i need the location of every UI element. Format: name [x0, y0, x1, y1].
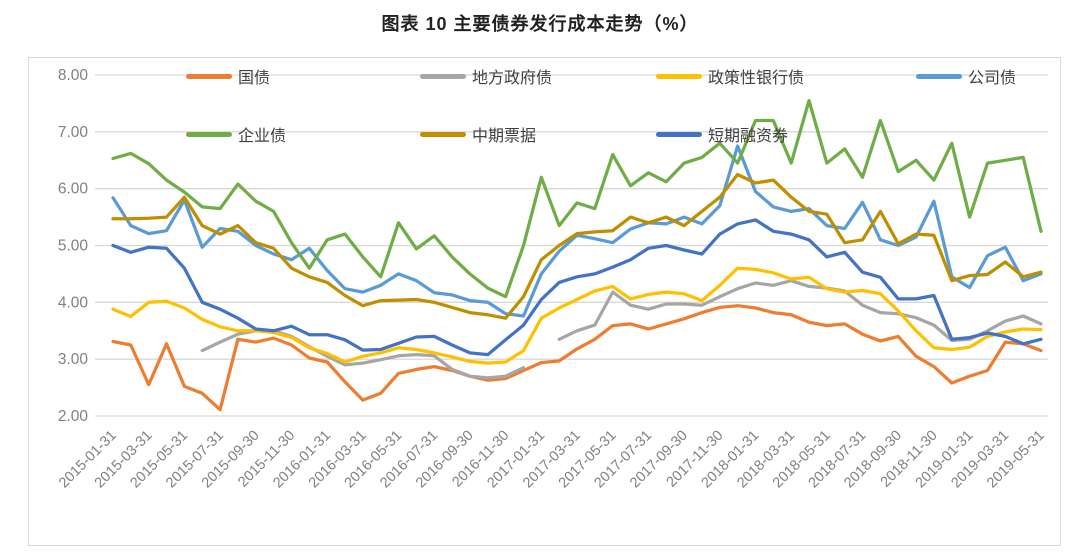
y-axis-tick-label: 5.00 [58, 238, 89, 255]
legend-swatch-treasury-bond [186, 73, 232, 79]
y-axis-tick-label: 6.00 [58, 181, 89, 198]
y-axis-tick-label: 2.00 [58, 408, 89, 425]
series-line-corporate-bond [111, 144, 1043, 318]
legend-item-treasury-bond: 国债 [186, 66, 271, 87]
series-line-enterprise-bond [111, 98, 1043, 299]
legend-swatch-medium-term-note [420, 131, 466, 137]
legend-label: 中期票据 [472, 128, 537, 145]
legend-swatch-local-government-bond [420, 73, 466, 79]
y-axis-tick-label: 7.00 [58, 124, 89, 141]
chart-title: 图表 10 主要债券发行成本走势（%） [381, 14, 699, 34]
legend-item-corporate-bond: 公司债 [916, 66, 1017, 87]
legend-item-short-term-financing-bill: 短期融资券 [656, 124, 789, 145]
legend-label: 公司债 [968, 70, 1017, 87]
legend-item-medium-term-note: 中期票据 [420, 124, 537, 145]
series-line-local-government-bond [557, 279, 1043, 343]
legend-swatch-corporate-bond [916, 73, 962, 79]
series-line-treasury-bond [111, 304, 1043, 412]
legend-swatch-policy-bank-bond [656, 73, 702, 79]
legend-label: 企业债 [238, 128, 287, 145]
legend-swatch-enterprise-bond [186, 131, 232, 137]
y-axis-tick-label: 4.00 [58, 294, 89, 311]
legend-label: 政策性银行债 [708, 70, 805, 87]
series-line-medium-term-note [111, 172, 1043, 320]
legend-label: 短期融资券 [708, 128, 789, 145]
legend-item-policy-bank-bond: 政策性银行债 [656, 66, 805, 87]
legend-swatch-short-term-financing-bill [656, 131, 702, 137]
y-axis-tick-label: 3.00 [58, 351, 89, 368]
y-axis-tick-label: 8.00 [58, 67, 89, 84]
legend-label: 国债 [238, 70, 271, 87]
legend-item-local-government-bond: 地方政府债 [420, 66, 553, 87]
legend-item-enterprise-bond: 企业债 [186, 124, 287, 145]
series-line-short-term-financing-bill [111, 218, 1043, 357]
legend-label: 地方政府债 [472, 70, 553, 87]
series-line-policy-bank-bond [111, 266, 1043, 365]
